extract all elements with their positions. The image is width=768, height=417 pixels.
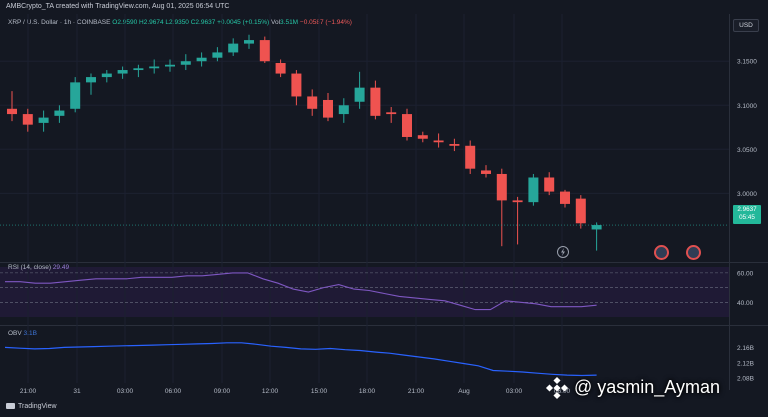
last-price-tag: 2.9637 05:45 xyxy=(733,205,761,224)
candles-layer xyxy=(0,34,729,251)
price-tick-label: 3.1000 xyxy=(737,103,757,110)
rsi-layer xyxy=(0,272,729,311)
candle-body xyxy=(338,105,349,115)
candle-body xyxy=(101,73,112,78)
rsi-band xyxy=(0,267,729,317)
change-value: +0.0045 (+0.15%) xyxy=(217,19,270,26)
candle-body xyxy=(433,140,444,143)
candle-body xyxy=(180,61,191,65)
candle-body xyxy=(228,43,239,53)
candle-body xyxy=(196,57,207,62)
candle-body xyxy=(323,99,333,118)
obv-legend: OBV 3.1B xyxy=(8,330,37,337)
symbol-name[interactable]: XRP / U.S. Dollar · 1h · COINBASE xyxy=(8,19,111,26)
rsi-line xyxy=(5,272,597,311)
candle-body xyxy=(307,96,318,109)
event-flag-icon[interactable] xyxy=(686,245,701,260)
candle-body xyxy=(512,200,523,203)
chart-credit: AMBCrypto_TA created with TradingView.co… xyxy=(6,3,230,10)
tradingview-logo-icon xyxy=(6,403,15,410)
close-value: C2.9637 xyxy=(190,19,216,26)
candle-body xyxy=(354,87,365,102)
candle-body xyxy=(496,173,507,201)
candle-body xyxy=(386,112,397,115)
obv-value: 3.1B xyxy=(23,330,37,337)
candle-body xyxy=(465,145,476,169)
candle-body xyxy=(291,73,302,97)
candle-body xyxy=(86,77,96,83)
obv-tick-label: 2.08B xyxy=(737,376,754,383)
brand-name: TradingView xyxy=(18,403,57,410)
candle-body xyxy=(591,225,602,230)
low-value: L2.9350 xyxy=(165,19,189,26)
candle-body xyxy=(165,64,175,67)
volume-label: Vol xyxy=(270,19,281,26)
candle-body xyxy=(528,177,539,203)
rsi-tick-label: 40.00 xyxy=(737,300,754,307)
obv-tick-label: 2.12B xyxy=(737,360,754,367)
time-tick-label: 18:00 xyxy=(359,388,376,395)
candle-body xyxy=(244,40,254,44)
time-tick-label: 03:00 xyxy=(506,388,523,395)
candle-body xyxy=(560,191,570,204)
candle-body xyxy=(70,82,81,109)
candle-body xyxy=(449,144,460,146)
time-tick-label: 31 xyxy=(73,388,81,395)
bar-countdown: 05:45 xyxy=(739,214,755,221)
obv-tick-label: 2.16B xyxy=(737,345,754,352)
price-tick-label: 3.0000 xyxy=(737,191,757,198)
time-tick-label: 03:00 xyxy=(117,388,134,395)
candle-body xyxy=(212,52,223,58)
rsi-value: 29.49 xyxy=(52,264,70,271)
candle-body xyxy=(402,114,412,137)
lightning-icon[interactable] xyxy=(556,245,570,259)
obv-line xyxy=(4,342,597,377)
price-tick-label: 3.0500 xyxy=(737,147,757,154)
candle-body xyxy=(481,170,491,174)
candle-body xyxy=(133,68,144,71)
candle-body xyxy=(117,70,128,74)
footer-brand: TradingView xyxy=(6,403,57,410)
obv-layer xyxy=(4,342,597,377)
candle-body xyxy=(370,87,381,116)
time-tick-label: 06:00 xyxy=(165,388,182,395)
author-watermark: @ yasmin_Ayman xyxy=(574,377,720,397)
price-tick-label: 3.1500 xyxy=(737,59,757,66)
volume-change: −0.0587 (−1.94%) xyxy=(299,19,352,26)
candle-body xyxy=(38,117,49,123)
candle-body xyxy=(22,114,33,125)
candle-body xyxy=(575,198,586,224)
volume-value: 3.51M xyxy=(280,19,299,26)
candle-body xyxy=(149,66,160,69)
candle-body xyxy=(54,110,65,116)
candle-body xyxy=(544,177,555,192)
obv-label[interactable]: OBV xyxy=(8,330,22,337)
currency-button[interactable]: USD xyxy=(733,19,759,32)
time-tick-label: 21:00 xyxy=(20,388,37,395)
time-tick-label: 09:00 xyxy=(214,388,231,395)
time-tick-label: 15:00 xyxy=(311,388,328,395)
candle-body xyxy=(275,62,286,74)
candle-body xyxy=(7,108,17,115)
time-tick-label: Aug xyxy=(458,388,470,395)
rsi-tick-label: 60.00 xyxy=(737,270,754,277)
candle-body xyxy=(417,135,428,139)
time-tick-label: 12:00 xyxy=(262,388,279,395)
binance-logo-icon xyxy=(545,376,569,400)
grid-lines xyxy=(0,14,729,383)
axis-labels: 3.1500 3.1000 3.0500 3.0000 60.00 40.00 2.16B 2… xyxy=(20,59,757,395)
rsi-legend: RSI (14, close) 29.49 xyxy=(8,264,69,271)
high-value: H2.9674 xyxy=(139,19,164,26)
rsi-label[interactable]: RSI (14, close) xyxy=(8,264,51,271)
time-tick-label: 21:00 xyxy=(408,388,425,395)
last-price: 2.9637 xyxy=(737,206,757,213)
candle-body xyxy=(259,40,270,62)
event-flag-icon[interactable] xyxy=(654,245,669,260)
time-tick-label: 06:00 xyxy=(554,388,571,395)
